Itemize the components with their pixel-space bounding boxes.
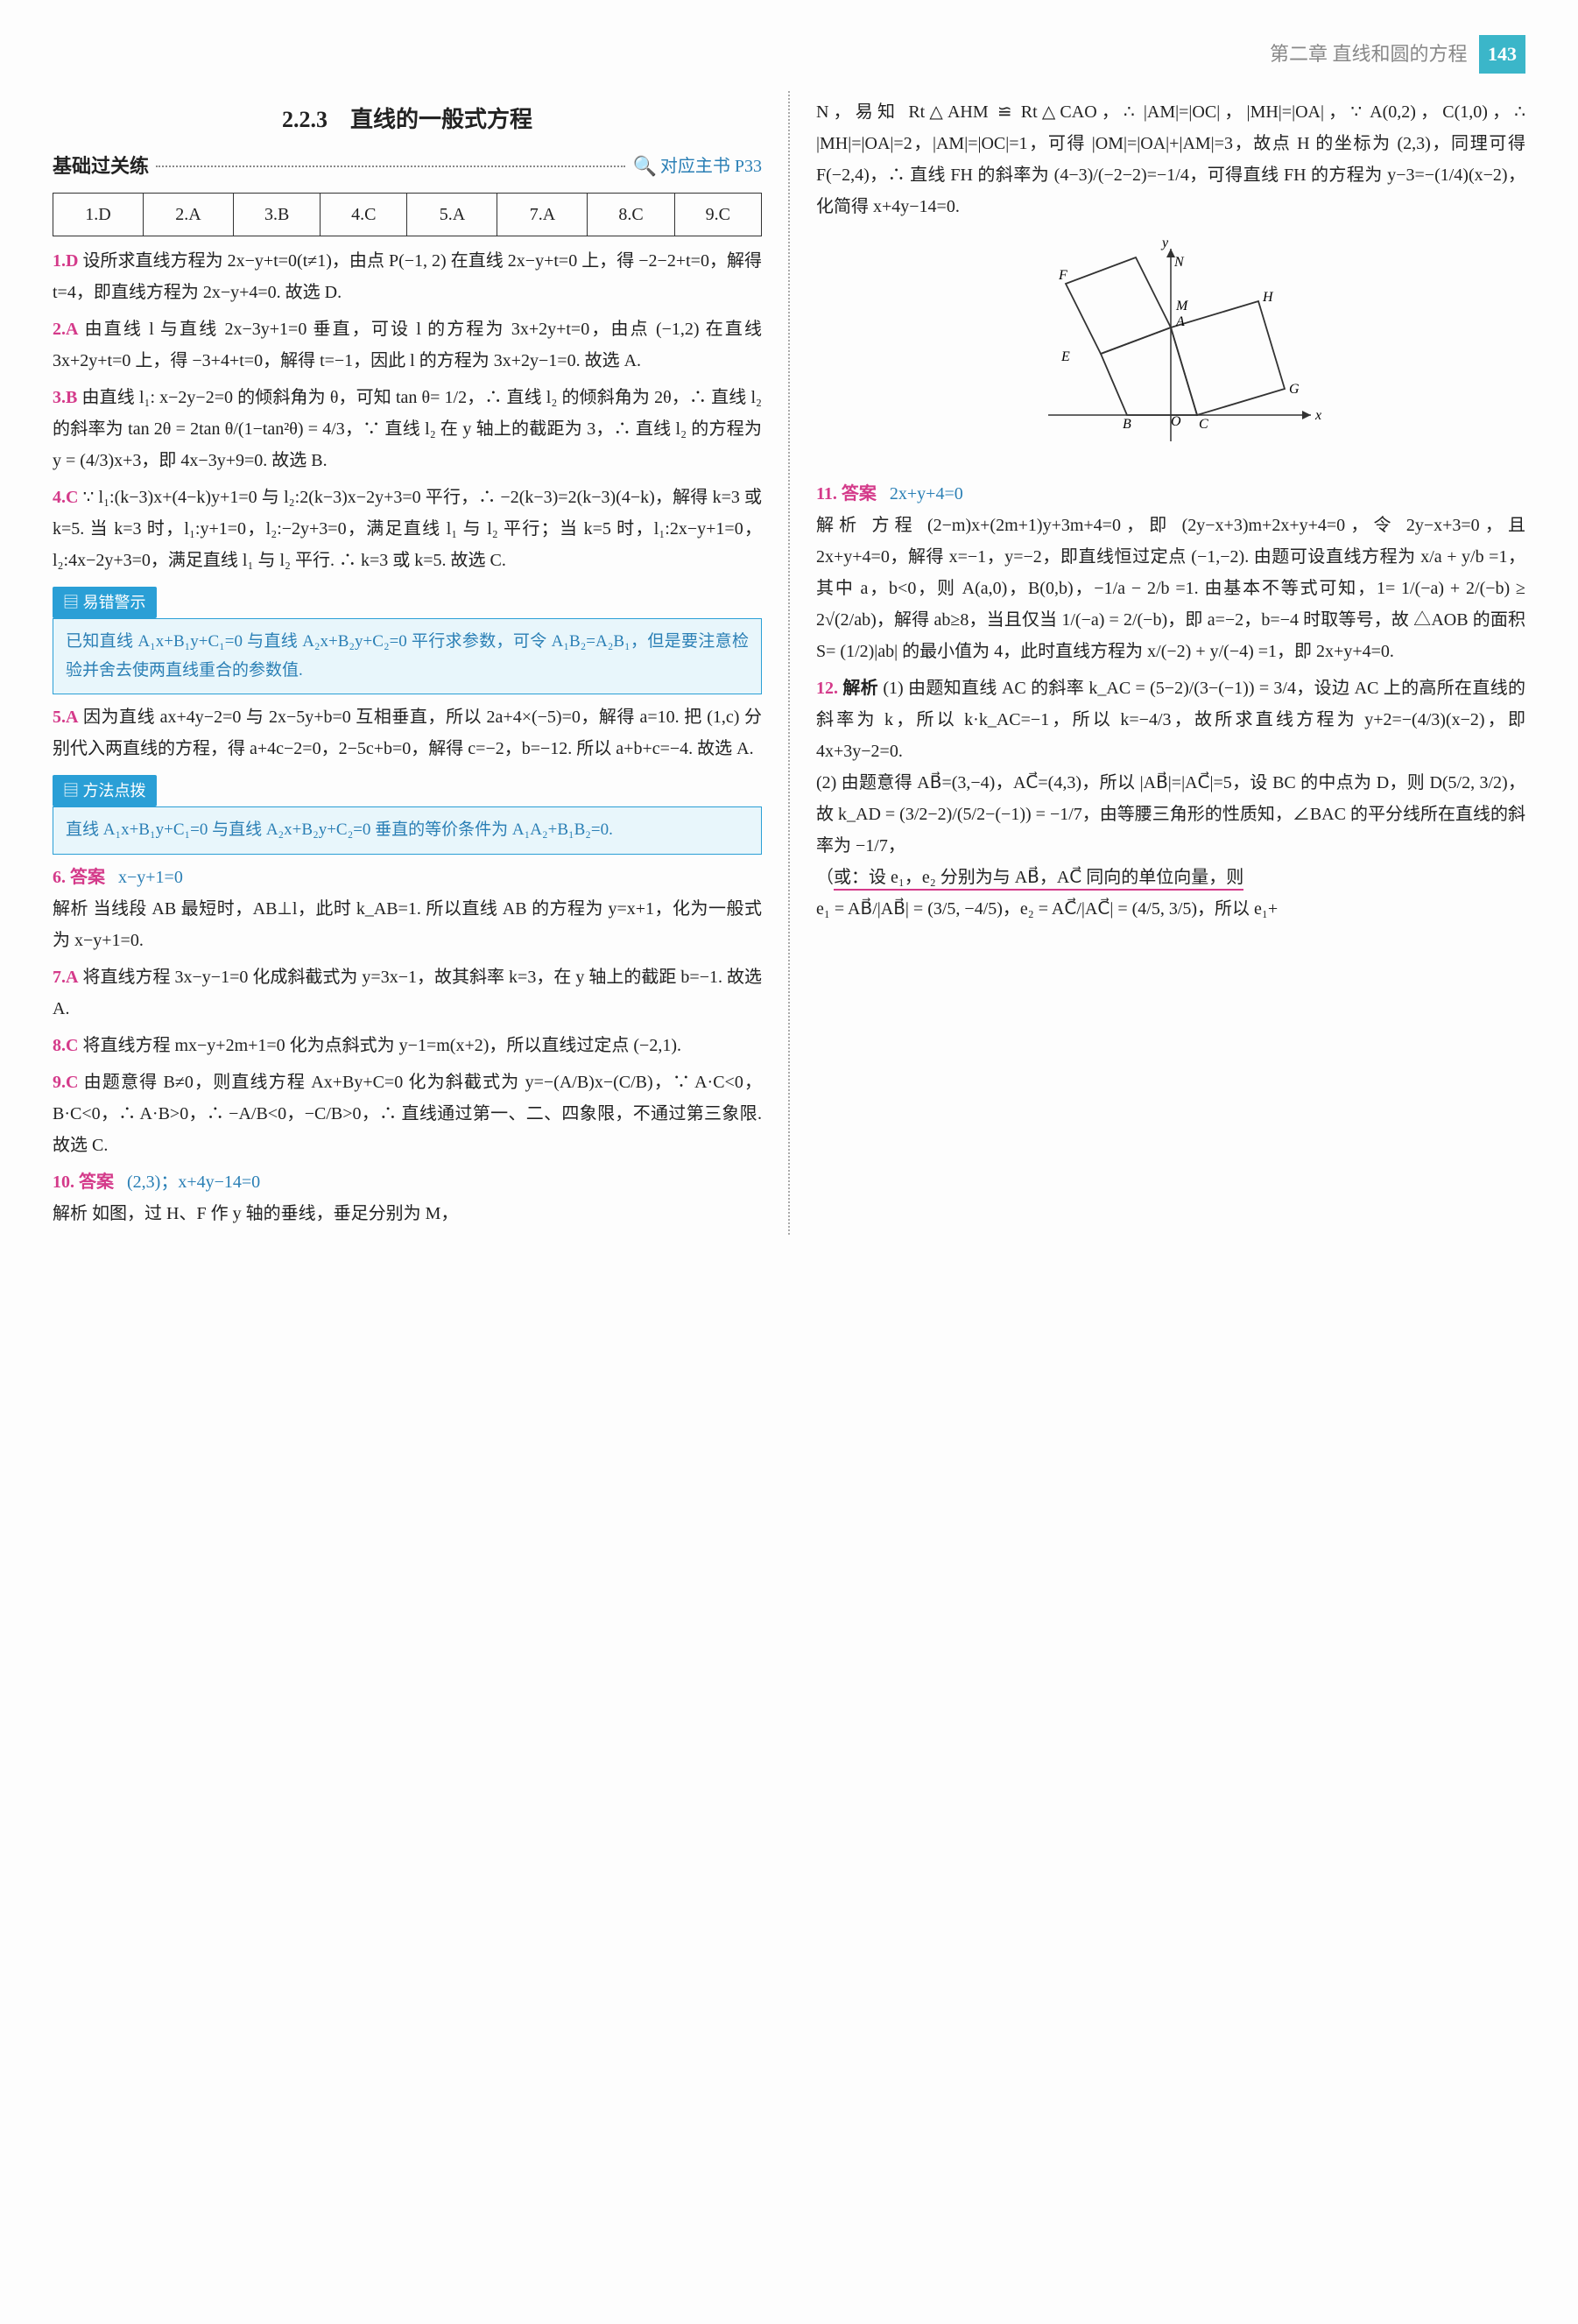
item-body: 将直线方程 mx−y+2m+1=0 化为点斜式为 y−1=m(x+2)，所以直线… [82, 1036, 681, 1055]
item-1: 1.D 设所求直线方程为 2x−y+t=0(t≠1)，由点 P(−1, 2) 在… [53, 245, 762, 308]
column-divider [788, 91, 790, 1235]
svg-text:C: C [1199, 417, 1208, 432]
item-num: 2.A [53, 320, 78, 339]
item-11: 11. 答案 2x+y+4=0 解析 方程 (2−m)x+(2m+1)y+3m+… [816, 478, 1525, 667]
item-body: 由直线 l₁: x−2y−2=0 的倾斜角为 θ，可知 tan θ= 1/2，∴… [53, 388, 762, 470]
item-2: 2.A 由直线 l 与直线 2x−3y+1=0 垂直，可设 l 的方程为 3x+… [53, 313, 762, 377]
section-title: 2.2.3 直线的一般式方程 [53, 100, 762, 141]
item-num: 9.C [53, 1073, 78, 1092]
svg-text:y: y [1160, 236, 1169, 250]
item-body-2: (2) 由题意得 AB⃗=(3,−4)，AC⃗=(4,3)，所以 |AB⃗|=|… [816, 773, 1525, 856]
item-body: 解析 当线段 AB 最短时，AB⊥l，此时 k_AB=1. 所以直线 AB 的方… [53, 899, 762, 950]
answer-word: 答案 [842, 484, 877, 504]
item-num: 1.D [53, 251, 78, 271]
answers-table: 1.D 2.A 3.B 4.C 5.A 7.A 8.C 9.C [53, 193, 762, 236]
answer-value: (2,3)；x+4y−14=0 [127, 1173, 260, 1192]
ans-cell: 8.C [588, 193, 674, 236]
item-num: 12. [816, 679, 838, 698]
item-6: 6. 答案 x−y+1=0 解析 当线段 AB 最短时，AB⊥l，此时 k_AB… [53, 862, 762, 956]
search-icon: 🔍 [632, 149, 656, 184]
ans-cell: 3.B [234, 193, 321, 236]
item-num: 3.B [53, 388, 77, 407]
answer-word: 答案 [70, 868, 105, 887]
item-body: 因为直线 ax+4y−2=0 与 2x−5y+b=0 互相垂直，所以 2a+4×… [53, 708, 762, 758]
svg-text:B: B [1123, 417, 1131, 432]
ans-cell: 2.A [144, 193, 234, 236]
right-column: N，易知 Rt△AHM ≌ Rt△CAO，∴ |AM|=|OC|，|MH|=|O… [816, 91, 1525, 1235]
item-12: 12. 解析 (1) 由题知直线 AC 的斜率 k_AC = (5−2)/(3−… [816, 673, 1525, 925]
svg-text:A: A [1175, 314, 1185, 329]
item-8: 8.C 将直线方程 mx−y+2m+1=0 化为点斜式为 y−1=m(x+2)，… [53, 1030, 762, 1061]
ans-cell: 4.C [321, 193, 407, 236]
left-column: 2.2.3 直线的一般式方程 基础过关练 🔍 对应主书 P33 1.D 2.A … [53, 91, 762, 1235]
item-num: 6. [53, 868, 66, 887]
page-number: 143 [1479, 35, 1525, 74]
subsection-ref: 对应主书 P33 [660, 151, 762, 182]
svg-text:E: E [1060, 349, 1070, 364]
tip-label-2: ▤ 方法点拨 [53, 775, 157, 806]
item-num: 5.A [53, 708, 78, 727]
answer-word: 答案 [79, 1173, 114, 1192]
svg-text:H: H [1262, 290, 1274, 305]
item-body: 解析 方程 (2−m)x+(2m+1)y+3m+4=0，即 (2y−x+3)m+… [816, 516, 1525, 661]
analysis-word: 解析 [842, 679, 878, 698]
item-4: 4.C ∵ l₁:(k−3)x+(4−k)y+1=0 与 l₂:2(k−3)x−… [53, 482, 762, 576]
ans-cell: 1.D [53, 193, 144, 236]
svg-text:O: O [1171, 414, 1181, 429]
item-body: 解析 如图，过 H、F 作 y 轴的垂线，垂足分别为 M， [53, 1204, 458, 1223]
svg-text:F: F [1058, 268, 1067, 283]
chapter-label: 第二章 直线和圆的方程 [1270, 43, 1468, 65]
svg-text:M: M [1175, 299, 1189, 313]
alt-note: 或：设 e₁，e₂ 分别为与 AB⃗，AC⃗ 同向的单位向量，则 [834, 868, 1243, 891]
tip-label-1: ▤ 易错警示 [53, 587, 157, 618]
item-body: 设所求直线方程为 2x−y+t=0(t≠1)，由点 P(−1, 2) 在直线 2… [53, 251, 762, 302]
item-num: 7.A [53, 968, 78, 987]
item-body-3: e₁ = AB⃗/|AB⃗| = (3/5, −4/5)，e₂ = AC⃗/|A… [816, 899, 1278, 919]
item-9: 9.C 由题意得 B≠0，则直线方程 Ax+By+C=0 化为斜截式为 y=−(… [53, 1067, 762, 1161]
page-header: 第二章 直线和圆的方程 143 [53, 35, 1525, 74]
answer-value: 2x+y+4=0 [890, 484, 963, 504]
tip-box-1: 已知直线 A₁x+B₁y+C₁=0 与直线 A₂x+B₂y+C₂=0 平行求参数… [53, 618, 762, 694]
ans-cell: 7.A [497, 193, 588, 236]
item-body: ∵ l₁:(k−3)x+(4−k)y+1=0 与 l₂:2(k−3)x−2y+3… [53, 488, 762, 570]
item-7: 7.A 将直线方程 3x−y−1=0 化成斜截式为 y=3x−1，故其斜率 k=… [53, 961, 762, 1025]
ans-cell: 9.C [674, 193, 761, 236]
content-columns: 2.2.3 直线的一般式方程 基础过关练 🔍 对应主书 P33 1.D 2.A … [53, 91, 1525, 1235]
item-5: 5.A 因为直线 ax+4y−2=0 与 2x−5y+b=0 互相垂直，所以 2… [53, 701, 762, 764]
geometry-diagram: O C B A M E F N H G x y [816, 231, 1525, 469]
subsection-label: 基础过关练 [53, 149, 149, 184]
item-body: 将直线方程 3x−y−1=0 化成斜截式为 y=3x−1，故其斜率 k=3，在 … [53, 968, 762, 1018]
svg-text:G: G [1289, 382, 1300, 397]
item-10-cont: N，易知 Rt△AHM ≌ Rt△CAO，∴ |AM|=|OC|，|MH|=|O… [816, 96, 1525, 222]
item-3: 3.B 由直线 l₁: x−2y−2=0 的倾斜角为 θ，可知 tan θ= 1… [53, 382, 762, 476]
svg-text:N: N [1173, 255, 1185, 270]
item-num: 8.C [53, 1036, 78, 1055]
item-num: 11. [816, 484, 837, 504]
subsection-header: 基础过关练 🔍 对应主书 P33 [53, 149, 762, 184]
item-num: 4.C [53, 488, 78, 507]
item-num: 10. [53, 1173, 74, 1192]
item-body-1: (1) 由题知直线 AC 的斜率 k_AC = (5−2)/(3−(−1)) =… [816, 679, 1525, 761]
ans-cell: 5.A [407, 193, 497, 236]
svg-text:x: x [1314, 408, 1321, 423]
tip-box-2: 直线 A₁x+B₁y+C₁=0 与直线 A₂x+B₂y+C₂=0 垂直的等价条件… [53, 806, 762, 854]
item-body: 由直线 l 与直线 2x−3y+1=0 垂直，可设 l 的方程为 3x+2y+t… [53, 320, 762, 370]
answer-value: x−y+1=0 [118, 868, 183, 887]
item-10: 10. 答案 (2,3)；x+4y−14=0 解析 如图，过 H、F 作 y 轴… [53, 1166, 762, 1229]
item-body: 由题意得 B≠0，则直线方程 Ax+By+C=0 化为斜截式为 y=−(A/B)… [53, 1073, 762, 1155]
dots-filler [156, 165, 625, 167]
